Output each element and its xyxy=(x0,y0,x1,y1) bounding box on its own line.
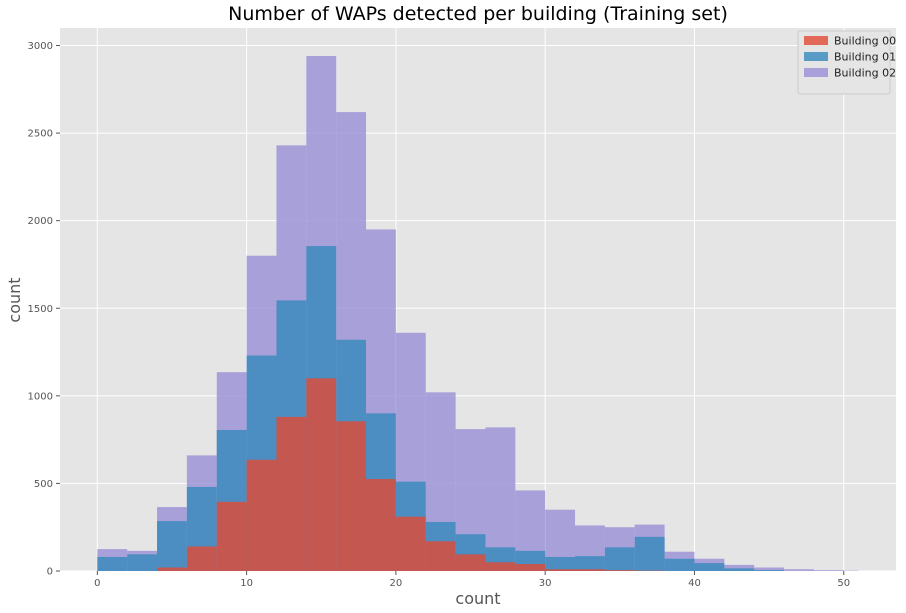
bar-building-00-bin-9 xyxy=(366,479,396,571)
x-tick-label: 20 xyxy=(390,578,403,589)
bar-building-01-bin-19 xyxy=(664,558,695,571)
bar-building-02-bin-22 xyxy=(754,567,785,571)
y-axis-ticks: 0 500 1000 1500 2000 2500 3000 xyxy=(28,41,60,578)
y-tick-label: 500 xyxy=(34,479,53,490)
bar-building-00-bin-6 xyxy=(276,416,307,571)
legend-label: Building 01 xyxy=(834,51,896,64)
bar-building-00-bin-14 xyxy=(515,563,546,571)
x-axis-title: count xyxy=(455,589,500,608)
x-axis-ticks: 0 10 20 30 40 50 xyxy=(94,571,850,589)
bar-building-00-bin-12 xyxy=(455,554,486,571)
x-tick-label: 10 xyxy=(240,578,253,589)
x-tick-label: 50 xyxy=(837,578,850,589)
bar-building-00-bin-3 xyxy=(186,546,217,571)
legend-label: Building 02 xyxy=(834,67,896,80)
bar-building-01-bin-16 xyxy=(575,556,605,571)
bar-building-02-bin-23 xyxy=(784,569,814,571)
bar-building-00-bin-10 xyxy=(395,516,426,571)
bar-building-00-bin-7 xyxy=(306,378,337,571)
legend-label: Building 00 xyxy=(834,35,896,48)
bar-building-00-bin-2 xyxy=(157,567,187,571)
bar-building-01-bin-17 xyxy=(604,547,635,571)
x-tick-label: 40 xyxy=(688,578,701,589)
chart-title: Number of WAPs detected per building (Tr… xyxy=(228,3,728,25)
bar-building-01-bin-18 xyxy=(634,536,665,571)
y-tick-label: 1500 xyxy=(28,304,53,315)
x-tick-label: 0 xyxy=(94,578,100,589)
bar-building-01-bin-22 xyxy=(754,570,785,571)
bar-building-02-bin-13 xyxy=(485,427,516,571)
legend-box xyxy=(797,30,891,95)
y-tick-label: 0 xyxy=(47,567,53,578)
legend-swatch xyxy=(804,68,828,77)
bar-building-00-bin-8 xyxy=(336,421,367,571)
bar-building-01-bin-20 xyxy=(694,563,725,571)
y-tick-label: 1000 xyxy=(28,391,53,402)
bar-building-01-bin-1 xyxy=(127,554,158,571)
bar-building-00-bin-17 xyxy=(604,570,635,571)
y-tick-label: 3000 xyxy=(28,41,53,52)
bar-building-01-bin-21 xyxy=(724,568,755,571)
y-tick-label: 2500 xyxy=(28,129,53,140)
y-axis-title: count xyxy=(5,277,24,322)
bar-building-00-bin-11 xyxy=(425,541,456,571)
bar-building-00-bin-5 xyxy=(246,459,277,571)
bar-building-02-bin-24 xyxy=(813,570,844,571)
bar-building-00-bin-13 xyxy=(485,562,516,571)
bar-building-01-bin-2 xyxy=(157,521,187,571)
bar-building-01-bin-0 xyxy=(97,556,128,571)
bar-building-00-bin-4 xyxy=(216,501,247,571)
bars xyxy=(97,56,859,572)
bar-building-02-bin-21 xyxy=(724,564,755,571)
legend-swatch xyxy=(804,36,828,45)
x-tick-label: 30 xyxy=(539,578,552,589)
y-tick-label: 2000 xyxy=(28,216,53,227)
legend: Building 00 Building 01 Building 02 xyxy=(797,30,896,95)
bar-building-01-bin-15 xyxy=(545,556,576,571)
bar-building-00-bin-16 xyxy=(575,569,605,571)
bar-building-00-bin-15 xyxy=(545,569,576,571)
legend-swatch xyxy=(804,52,828,61)
